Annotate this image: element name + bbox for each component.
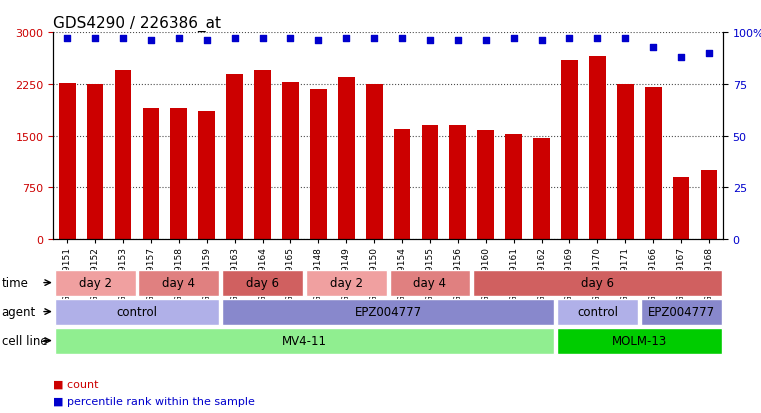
Point (61, 36, 73, 43)
Bar (701, 171, 718, 240)
Point (619, 36, 632, 43)
Bar (254, 71, 271, 240)
Bar (645, 88, 661, 240)
Point (312, 38, 324, 45)
Point (563, 36, 575, 43)
Bar (199, 112, 215, 240)
Bar (310, 90, 326, 240)
Point (452, 38, 464, 45)
Text: day 2: day 2 (330, 276, 363, 290)
FancyBboxPatch shape (390, 270, 470, 296)
FancyBboxPatch shape (557, 299, 638, 325)
FancyBboxPatch shape (55, 328, 554, 354)
Point (536, 38, 548, 45)
FancyBboxPatch shape (139, 270, 219, 296)
FancyBboxPatch shape (55, 270, 135, 296)
Point (117, 36, 129, 43)
Bar (170, 109, 187, 240)
Text: day 2: day 2 (78, 276, 112, 290)
Text: day 4: day 4 (413, 276, 447, 290)
FancyBboxPatch shape (306, 270, 387, 296)
Bar (115, 71, 132, 240)
Point (479, 38, 492, 45)
Text: control: control (577, 305, 618, 318)
Bar (366, 85, 383, 240)
Bar (226, 74, 243, 240)
Point (368, 36, 380, 43)
Point (396, 36, 408, 43)
Text: day 6: day 6 (246, 276, 279, 290)
Point (340, 36, 352, 43)
Point (201, 38, 213, 45)
Bar (617, 85, 634, 240)
Text: time: time (2, 276, 28, 290)
Bar (282, 83, 299, 240)
Text: ■ percentile rank within the sample: ■ percentile rank within the sample (53, 396, 255, 406)
Point (228, 36, 240, 43)
Text: cell line: cell line (2, 334, 47, 347)
Point (508, 36, 520, 43)
Text: MOLM-13: MOLM-13 (612, 334, 667, 347)
FancyBboxPatch shape (641, 299, 721, 325)
Text: control: control (116, 305, 158, 318)
Bar (87, 85, 103, 240)
Bar (673, 178, 689, 240)
Bar (59, 84, 75, 240)
FancyBboxPatch shape (222, 270, 303, 296)
Point (145, 38, 157, 45)
Point (89, 36, 101, 43)
Point (256, 36, 269, 43)
Bar (422, 126, 438, 240)
Bar (533, 139, 550, 240)
Point (647, 44, 659, 51)
Bar (142, 109, 159, 240)
FancyBboxPatch shape (473, 270, 721, 296)
Bar (393, 129, 410, 240)
Bar (450, 126, 466, 240)
Point (591, 36, 603, 43)
Text: day 6: day 6 (581, 276, 614, 290)
Bar (561, 61, 578, 240)
Point (424, 38, 436, 45)
Text: MV4-11: MV4-11 (282, 334, 327, 347)
Bar (477, 131, 494, 240)
FancyBboxPatch shape (222, 299, 554, 325)
Text: day 4: day 4 (162, 276, 196, 290)
Bar (589, 57, 606, 240)
Point (703, 50, 715, 57)
Point (285, 36, 297, 43)
Text: EPZ004777: EPZ004777 (355, 305, 422, 318)
Text: GDS4290 / 226386_at: GDS4290 / 226386_at (53, 16, 221, 32)
FancyBboxPatch shape (557, 328, 721, 354)
Bar (338, 78, 355, 240)
Text: agent: agent (2, 305, 36, 318)
Point (675, 55, 687, 61)
FancyBboxPatch shape (55, 299, 219, 325)
Text: ■ count: ■ count (53, 379, 99, 389)
Text: EPZ004777: EPZ004777 (648, 305, 715, 318)
Point (173, 36, 185, 43)
Bar (505, 134, 522, 240)
